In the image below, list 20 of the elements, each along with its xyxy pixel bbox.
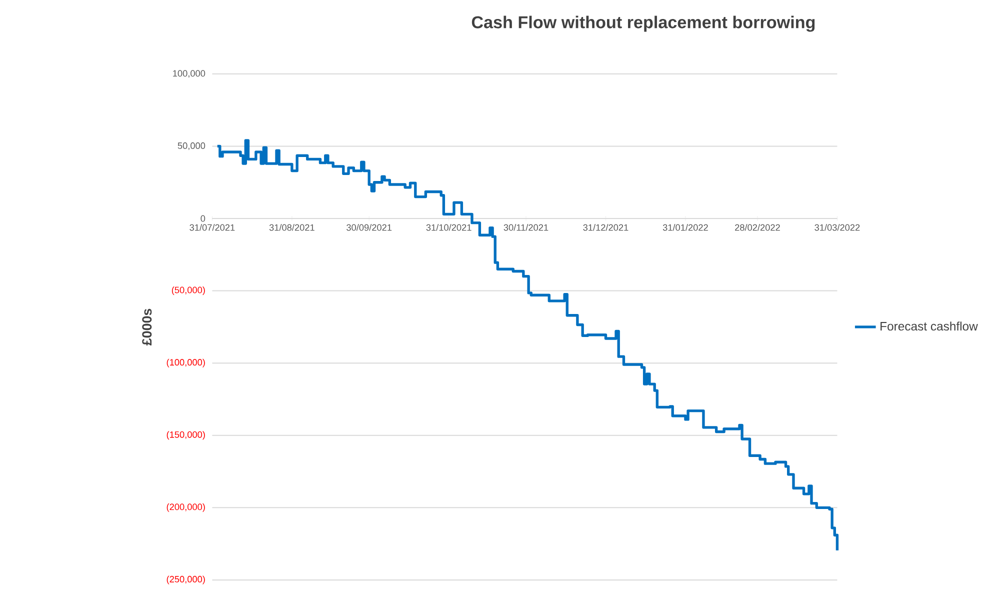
x-tick-label: 31/03/2022 — [814, 224, 860, 231]
y-tick-label: (50,000) — [172, 286, 205, 296]
x-tick-label: 31/01/2022 — [662, 224, 708, 231]
y-tick-label: (200,000) — [166, 503, 205, 512]
y-tick-label: (100,000) — [166, 358, 205, 368]
y-tick-label: 0 — [200, 215, 206, 222]
y-axis-title: £000s — [142, 308, 152, 346]
x-tick-label: 31/10/2021 — [426, 224, 472, 231]
x-tick-label: 31/12/2021 — [583, 224, 628, 231]
chart-title: Cash Flow without replacement borrowing — [472, 16, 815, 32]
y-tick-label: 100,000 — [173, 70, 206, 78]
x-tick-label: 30/09/2021 — [346, 224, 392, 231]
x-tick-label: 28/02/2022 — [735, 224, 780, 231]
x-tick-label: 31/07/2021 — [190, 224, 235, 231]
legend-label: Forecast cashflow — [880, 322, 978, 331]
x-tick-label: 31/08/2021 — [269, 224, 314, 231]
y-tick-label: (250,000) — [166, 576, 205, 584]
x-tick-label: 30/11/2021 — [504, 224, 548, 231]
y-tick-label: 50,000 — [178, 142, 206, 150]
y-tick-label: (150,000) — [166, 431, 205, 440]
